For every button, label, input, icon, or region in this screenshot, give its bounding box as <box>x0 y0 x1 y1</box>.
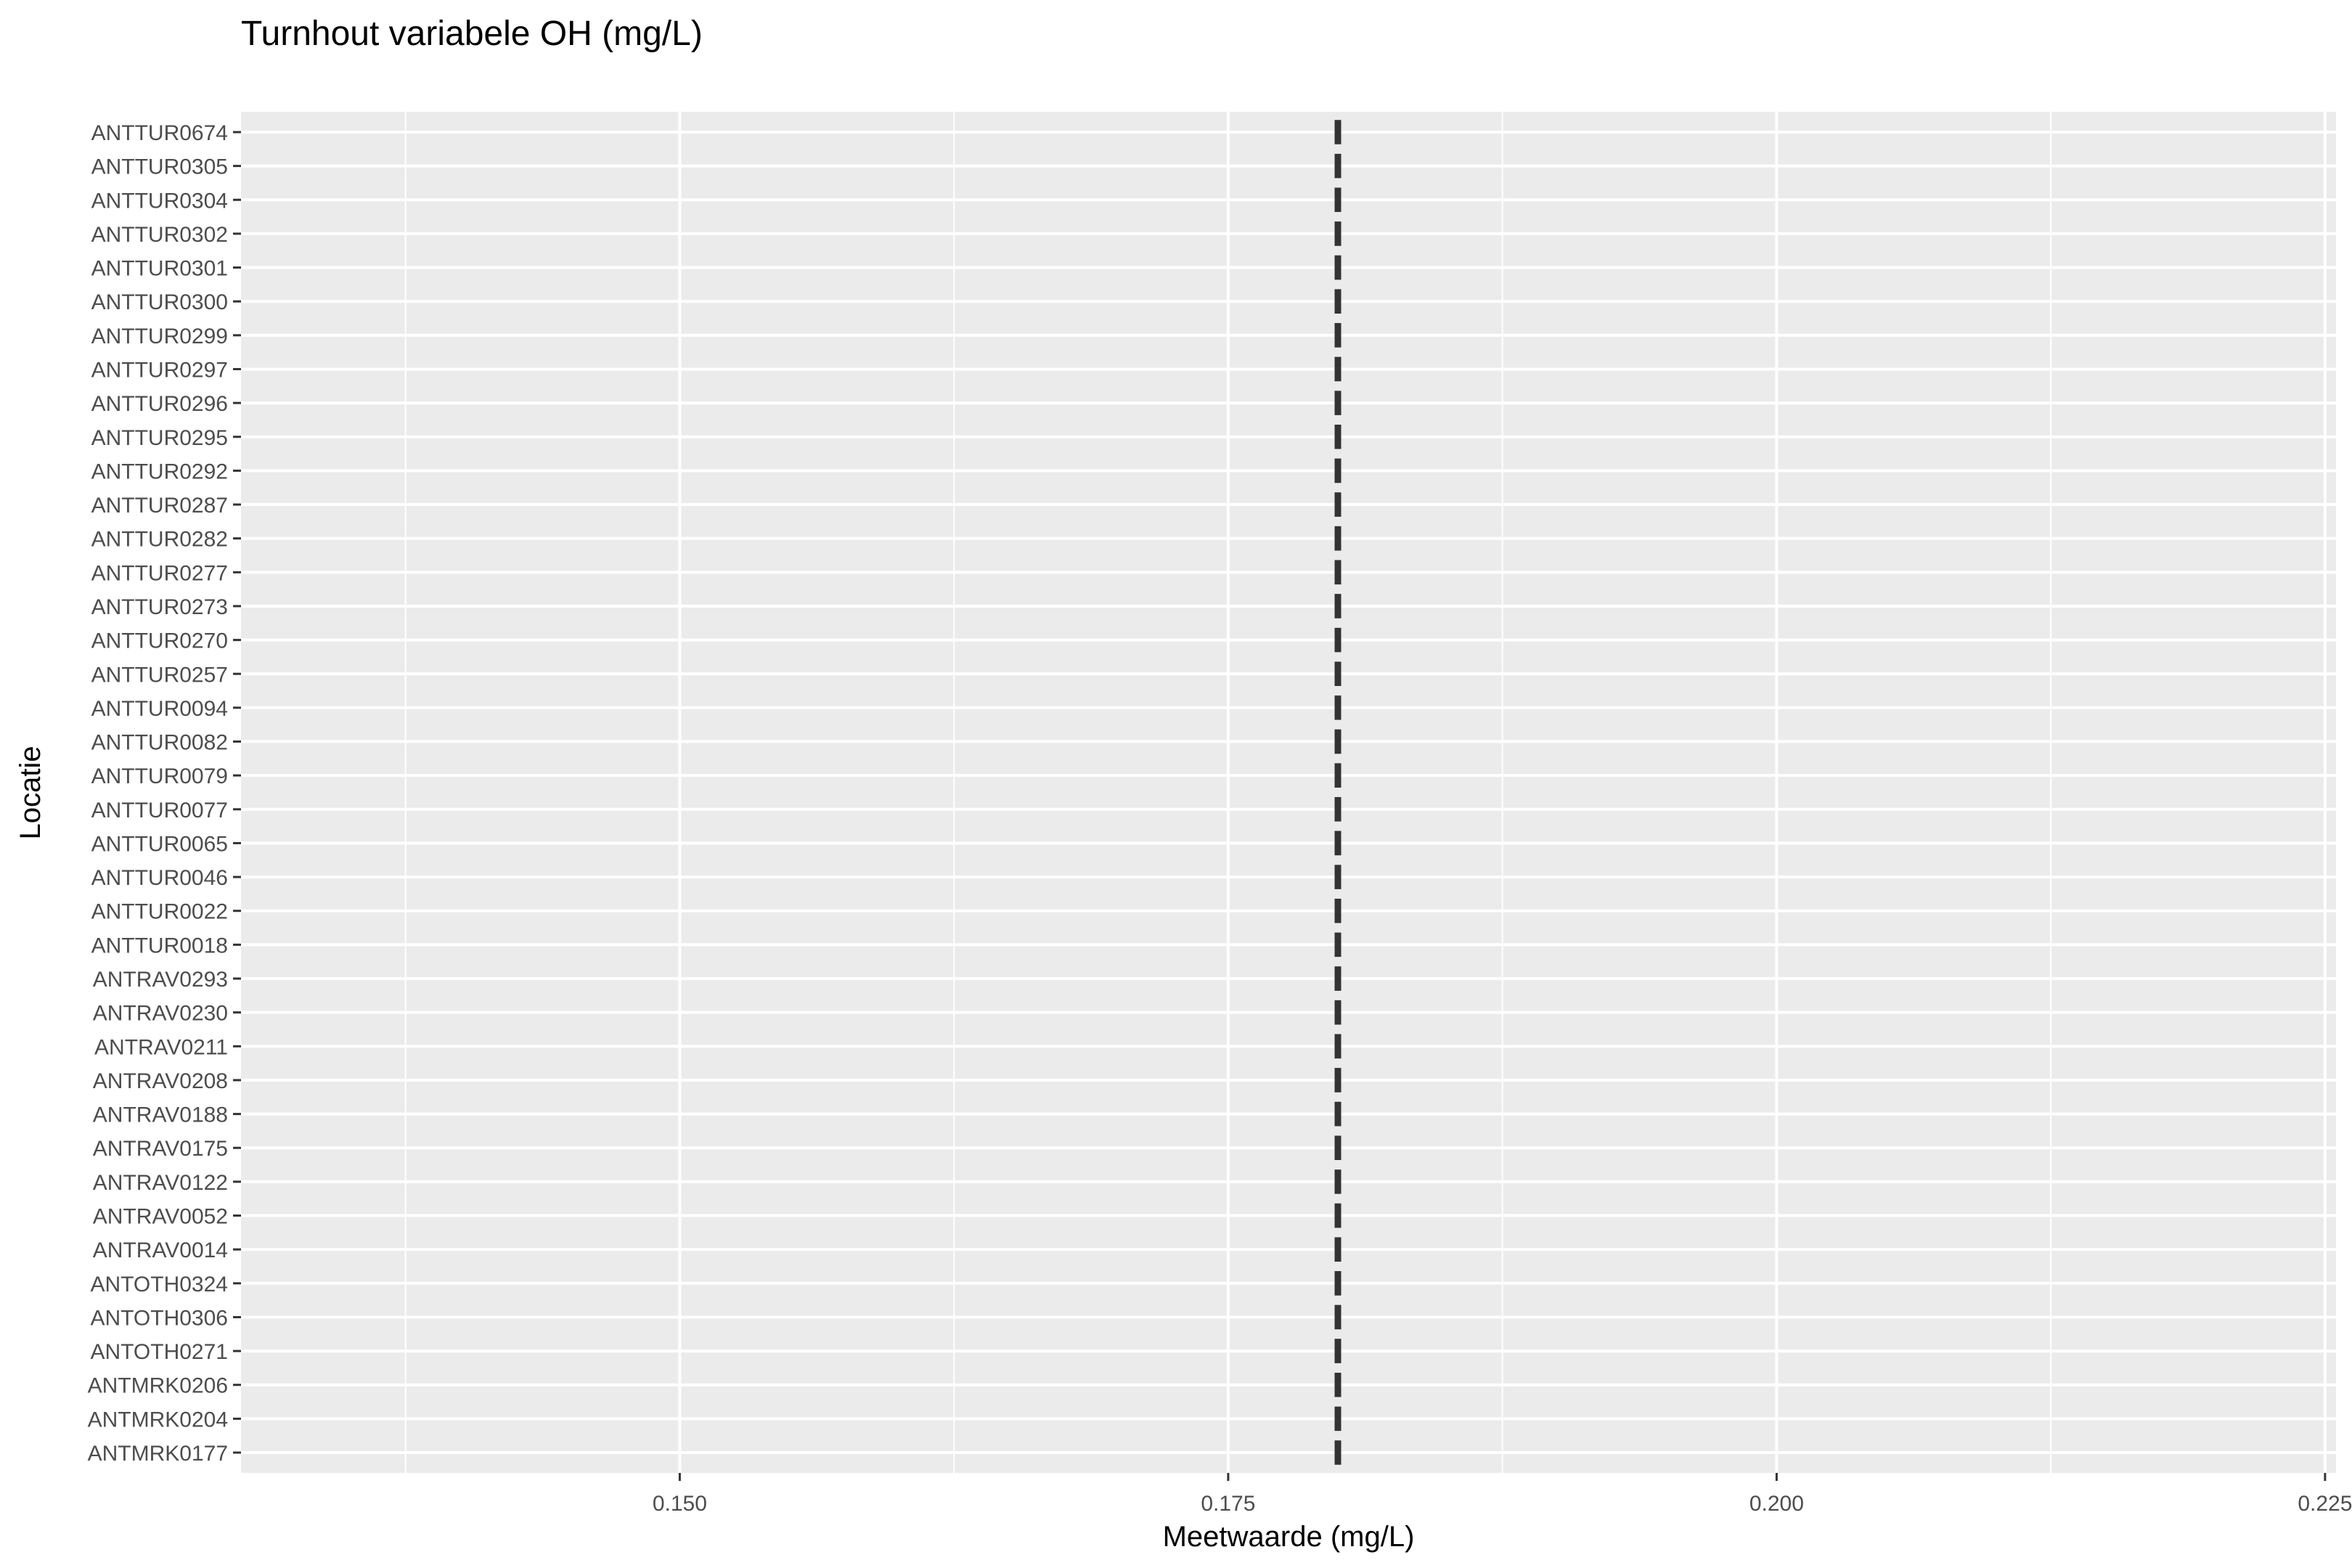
y-tick-label: ANTMRK0204 <box>88 1408 228 1432</box>
y-tick-label: ANTTUR0292 <box>91 460 228 483</box>
y-tick-label: ANTMRK0177 <box>88 1442 228 1466</box>
y-tick-label: ANTMRK0206 <box>88 1374 228 1398</box>
y-tick-label: ANTOTH0324 <box>90 1273 228 1297</box>
y-tick-label: ANTRAV0188 <box>93 1103 228 1127</box>
y-tick-label: ANTOTH0271 <box>90 1340 228 1364</box>
x-tick-label: 0.200 <box>1749 1492 1804 1516</box>
y-tick-label: ANTTUR0297 <box>91 358 228 382</box>
y-tick-label: ANTRAV0052 <box>93 1205 228 1229</box>
y-tick-label: ANTTUR0302 <box>91 223 228 247</box>
x-tick-label: 0.175 <box>1201 1492 1255 1516</box>
y-tick-label: ANTTUR0046 <box>91 866 228 890</box>
y-tick-label: ANTTUR0299 <box>91 324 228 348</box>
y-tick-label: ANTTUR0079 <box>91 764 228 788</box>
y-tick-label: ANTTUR0674 <box>91 121 228 145</box>
y-axis-title: Locatie <box>15 746 46 840</box>
gridlines <box>241 112 2336 1473</box>
y-tick-label: ANTTUR0300 <box>91 290 228 314</box>
y-tick-label: ANTTUR0287 <box>91 494 228 518</box>
x-tick-label: 0.150 <box>653 1492 707 1516</box>
y-tick-label: ANTTUR0295 <box>91 426 228 450</box>
y-tick-label: ANTTUR0296 <box>91 392 228 416</box>
y-tick-label: ANTRAV0208 <box>93 1069 228 1093</box>
y-tick-label: ANTTUR0282 <box>91 528 228 552</box>
y-tick-label: ANTTUR0273 <box>91 595 228 619</box>
y-tick-label: ANTTUR0257 <box>91 663 228 687</box>
y-axis: ANTMRK0177 ANTMRK0204 ANTMRK0206 ANTOTH0271… <box>88 121 241 1466</box>
y-tick-label: ANTTUR0305 <box>91 155 228 179</box>
chart-title: Turnhout variabele OH (mg/L) <box>241 15 703 53</box>
y-tick-label: ANTTUR0018 <box>91 934 228 957</box>
y-tick-label: ANTTUR0270 <box>91 629 228 653</box>
y-tick-label: ANTRAV0293 <box>93 968 228 992</box>
y-tick-label: ANTRAV0230 <box>93 1002 228 1026</box>
y-tick-label: ANTTUR0301 <box>91 257 228 281</box>
y-tick-label: ANTTUR0304 <box>91 189 228 213</box>
plot-panel <box>241 112 2336 1473</box>
y-tick-label: ANTTUR0077 <box>91 799 228 822</box>
x-axis: 0.150 0.175 0.200 0.225 <box>653 1473 2352 1516</box>
y-tick-label: ANTTUR0082 <box>91 731 228 755</box>
x-tick-label: 0.225 <box>2298 1492 2352 1516</box>
y-tick-label: ANTTUR0277 <box>91 561 228 585</box>
y-tick-label: ANTRAV0175 <box>93 1137 228 1161</box>
y-tick-label: ANTRAV0211 <box>94 1035 228 1059</box>
y-tick-label: ANTTUR0022 <box>91 900 228 924</box>
y-tick-label: ANTOTH0306 <box>90 1306 228 1330</box>
y-tick-label: ANTTUR0065 <box>91 832 228 856</box>
y-tick-label: ANTRAV0014 <box>93 1238 228 1262</box>
y-tick-label: ANTRAV0122 <box>93 1171 228 1195</box>
y-tick-label: ANTTUR0094 <box>91 697 228 721</box>
x-axis-title: Meetwaarde (mg/L) <box>1163 1521 1415 1553</box>
